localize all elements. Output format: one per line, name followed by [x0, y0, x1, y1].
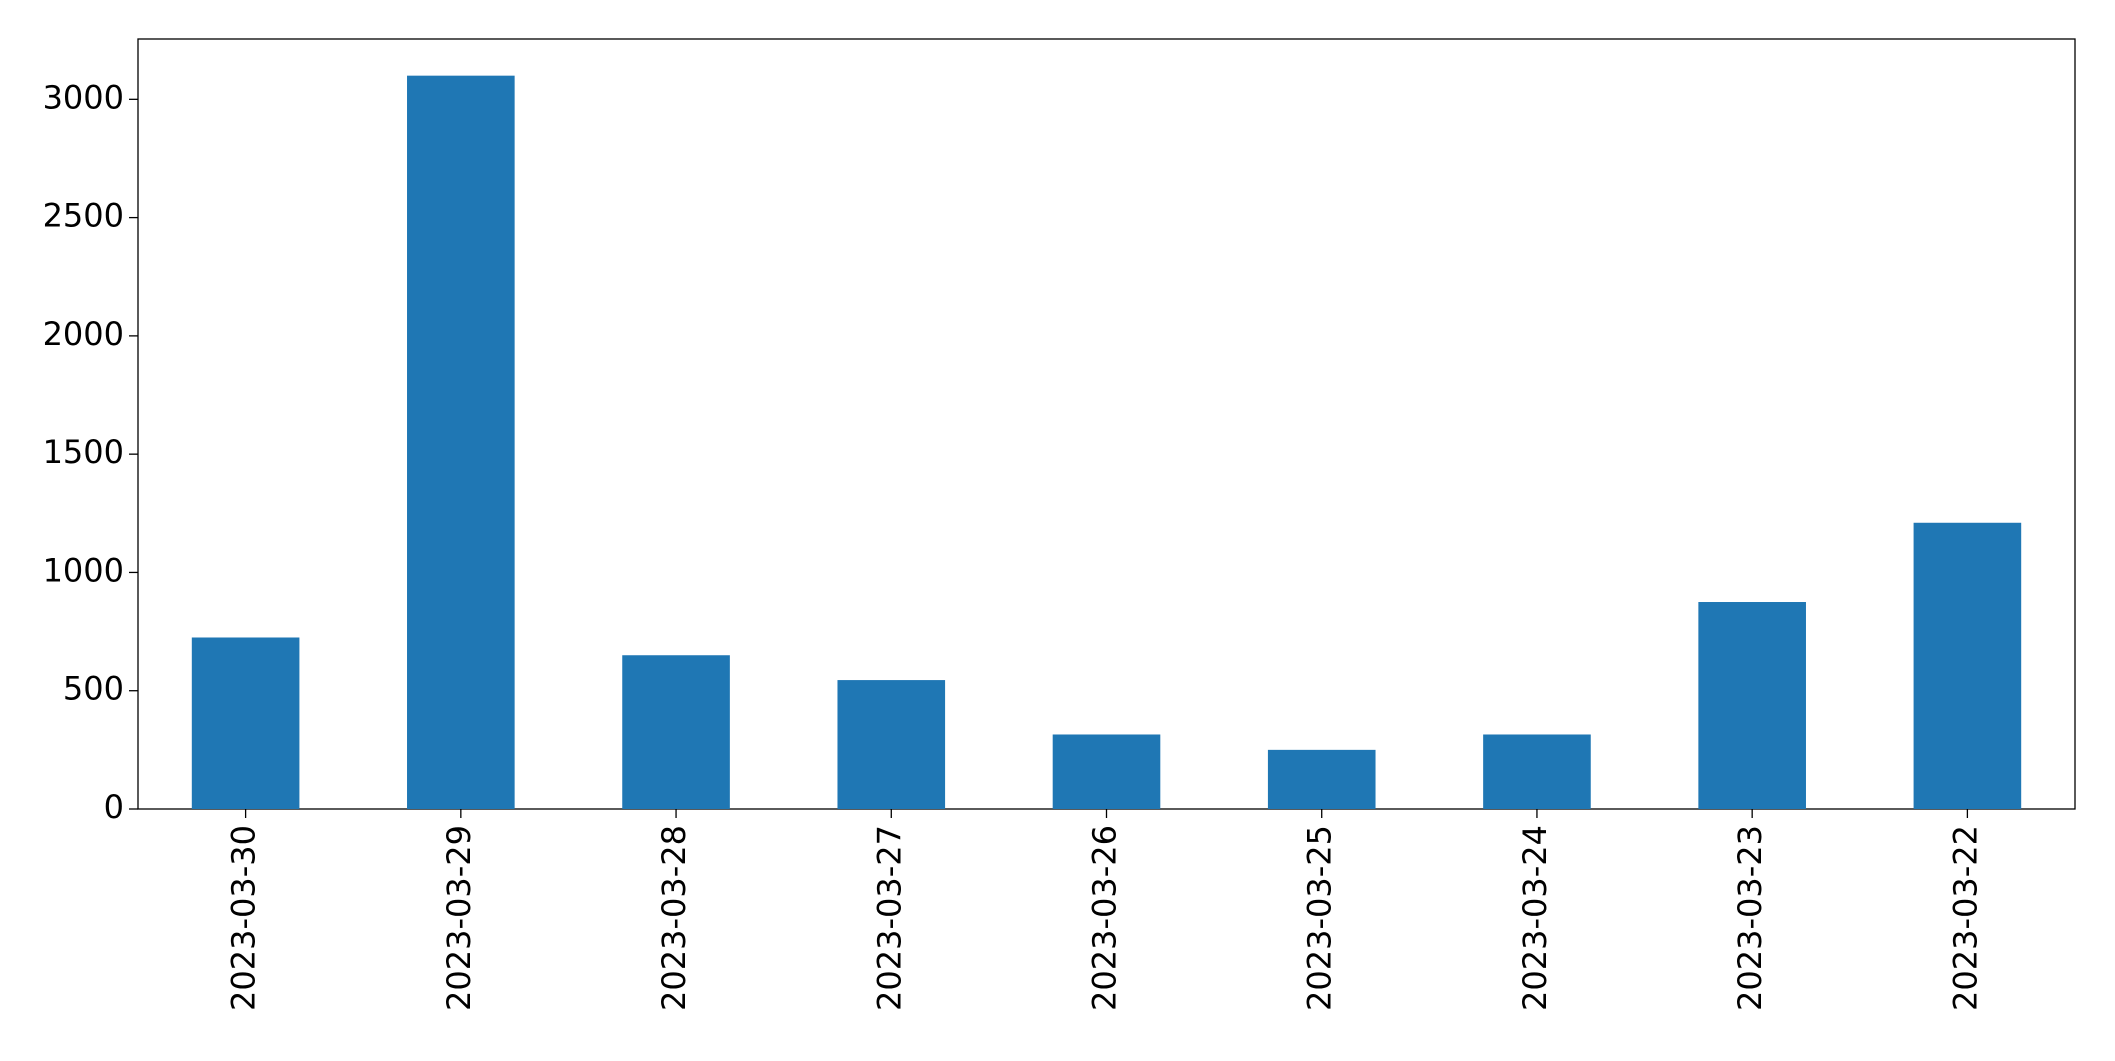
bar — [1483, 734, 1591, 809]
y-tick-label: 2000 — [43, 315, 124, 353]
x-tick-label: 2023-03-30 — [225, 825, 263, 1011]
x-tick-label: 2023-03-25 — [1301, 825, 1339, 1011]
y-tick-label: 0 — [104, 788, 124, 826]
x-tick-label: 2023-03-22 — [1946, 825, 1984, 1011]
bar — [837, 680, 946, 809]
x-tick-label: 2023-03-24 — [1516, 825, 1554, 1011]
y-tick-label: 500 — [63, 670, 124, 708]
y-tick-label: 2500 — [43, 197, 124, 235]
y-tick-label: 1500 — [43, 433, 124, 471]
bar — [1052, 734, 1161, 809]
bar — [1698, 602, 1806, 809]
bar — [191, 637, 300, 809]
x-tick-label: 2023-03-28 — [655, 825, 693, 1011]
y-tick-label: 3000 — [43, 78, 124, 116]
y-tick-label: 1000 — [43, 551, 124, 589]
x-tick-label: 2023-03-26 — [1086, 825, 1124, 1011]
x-tick-label: 2023-03-29 — [440, 825, 478, 1011]
x-tick-label: 2023-03-27 — [870, 825, 908, 1011]
bar — [407, 75, 515, 809]
bar — [622, 655, 730, 809]
x-tick-label: 2023-03-23 — [1731, 825, 1769, 1011]
bar — [1267, 749, 1376, 809]
bar — [1913, 522, 2022, 809]
